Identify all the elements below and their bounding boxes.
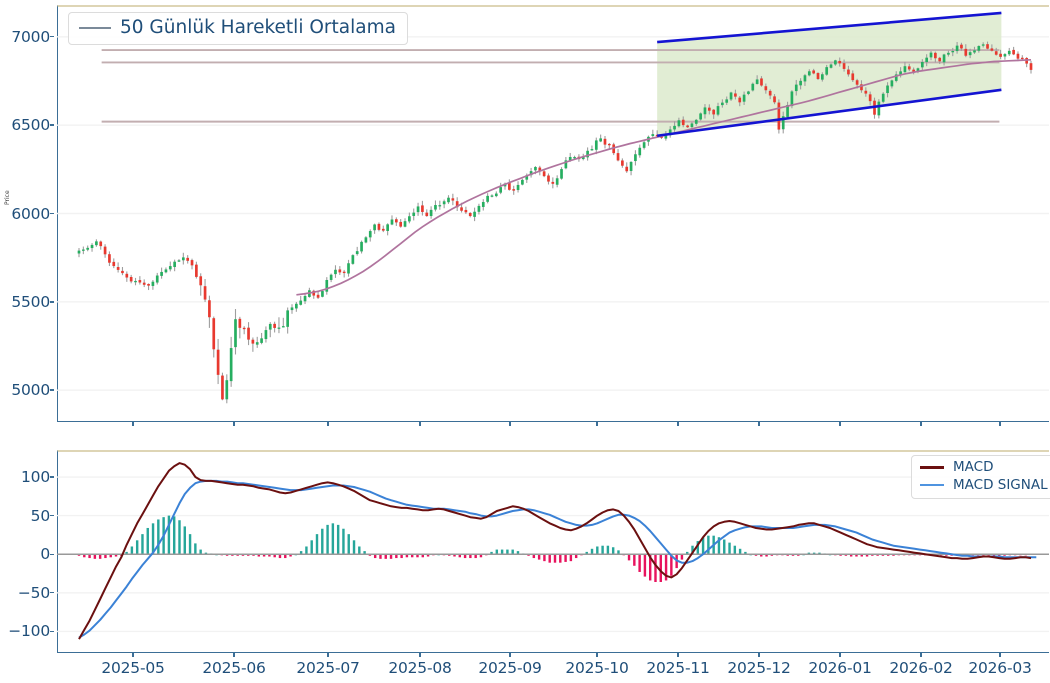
price-x-tick-mark bbox=[327, 422, 329, 426]
macd-chart-canvas bbox=[57, 462, 1049, 640]
price-y-tick-label: 5000 bbox=[11, 381, 50, 400]
x-tick-label: 2025-09 bbox=[478, 659, 542, 677]
macd-signal-line bbox=[78, 479, 1037, 639]
price-y-tick-mark bbox=[50, 124, 54, 126]
price-x-tick-mark bbox=[839, 422, 841, 426]
macd-x-tick-mark bbox=[132, 653, 134, 657]
macd-x-tick-mark bbox=[920, 653, 922, 657]
x-tick-label: 2025-07 bbox=[296, 659, 360, 677]
x-tick-label: 2025-06 bbox=[202, 659, 266, 677]
price-y-axis: 5000 5500 6000 6500 7000 bbox=[0, 5, 54, 422]
x-tick-label: 2026-03 bbox=[968, 659, 1032, 677]
x-tick-label: 2025-05 bbox=[101, 659, 165, 677]
legend-item-macd-signal: MACD SIGNAL bbox=[920, 476, 1048, 493]
price-legend: 50 Günlük Hareketli Ortalama bbox=[68, 12, 408, 46]
moving-average-line-swatch bbox=[79, 27, 111, 29]
x-tick-label: 2025-11 bbox=[646, 659, 710, 677]
x-tick-label: 2025-08 bbox=[388, 659, 452, 677]
price-x-tick-mark bbox=[920, 422, 922, 426]
macd-x-tick-mark bbox=[677, 653, 679, 657]
legend-label-macd: MACD bbox=[953, 459, 994, 475]
macd-x-tick-mark bbox=[999, 653, 1001, 657]
legend-label-macd-signal: MACD SIGNAL bbox=[953, 476, 1048, 493]
macd-y-tick-mark bbox=[50, 592, 54, 594]
macd-y-tick-label: 0 bbox=[40, 545, 50, 564]
channel-upper-trendline bbox=[657, 11, 1002, 44]
price-y-tick-label: 6000 bbox=[11, 204, 50, 223]
macd-line bbox=[78, 462, 1032, 640]
price-y-tick-label: 7000 bbox=[11, 27, 50, 46]
price-x-tick-mark bbox=[509, 422, 511, 426]
legend-item-moving-average: 50 Günlük Hareketli Ortalama bbox=[79, 17, 396, 38]
macd-line-swatch bbox=[920, 466, 944, 469]
price-axis-title: Price bbox=[4, 190, 11, 205]
macd-y-tick-label: 100 bbox=[21, 468, 50, 486]
price-x-tick-mark bbox=[758, 422, 760, 426]
price-chart-canvas bbox=[57, 11, 1049, 404]
macd-x-tick-mark bbox=[233, 653, 235, 657]
x-tick-label: 2025-10 bbox=[565, 659, 629, 677]
macd-signal-line-swatch bbox=[920, 484, 944, 487]
macd-y-tick-mark bbox=[50, 476, 54, 478]
price-x-tick-mark bbox=[596, 422, 598, 426]
x-tick-label: 2025-12 bbox=[727, 659, 791, 677]
price-x-tick-mark bbox=[419, 422, 421, 426]
macd-x-tick-mark bbox=[839, 653, 841, 657]
price-x-tick-mark bbox=[677, 422, 679, 426]
macd-y-tick-mark bbox=[50, 514, 54, 517]
price-y-tick-mark bbox=[50, 36, 54, 38]
legend-label-moving-average: 50 Günlük Hareketli Ortalama bbox=[120, 17, 396, 38]
macd-y-tick-mark bbox=[50, 630, 54, 633]
legend-item-macd: MACD bbox=[920, 460, 1048, 475]
macd-y-tick-label: −50 bbox=[17, 583, 50, 602]
price-y-tick-mark bbox=[50, 212, 54, 215]
x-tick-label: 2026-01 bbox=[808, 659, 872, 677]
price-chart-panel bbox=[57, 5, 1049, 422]
price-y-tick-label: 5500 bbox=[11, 292, 50, 311]
channel-lower-trendline bbox=[656, 88, 1002, 138]
price-y-tick-label: 6500 bbox=[11, 116, 50, 135]
ascending-channel-fill bbox=[657, 12, 1002, 136]
macd-x-tick-mark bbox=[327, 653, 329, 657]
macd-x-tick-mark bbox=[596, 653, 598, 657]
x-axis: 2025-05 2025-06 2025-07 2025-08 2025-09 2025-… bbox=[0, 659, 1050, 683]
macd-x-tick-mark bbox=[758, 653, 760, 657]
price-y-tick-mark bbox=[50, 389, 54, 391]
macd-legend: MACD MACD SIGNAL bbox=[911, 455, 1050, 499]
macd-y-tick-label: 50 bbox=[30, 506, 51, 525]
macd-x-tick-mark bbox=[419, 653, 421, 657]
macd-plot-background bbox=[57, 450, 1049, 653]
price-x-tick-mark bbox=[132, 422, 134, 426]
candlestick-series bbox=[77, 41, 1033, 404]
macd-y-tick-label: −100 bbox=[8, 622, 50, 641]
macd-y-axis: −100 −50 0 50 100 bbox=[0, 450, 54, 653]
price-x-tick-mark bbox=[233, 422, 235, 426]
price-y-tick-mark bbox=[50, 301, 54, 303]
price-x-tick-mark bbox=[999, 422, 1001, 426]
macd-y-tick-mark bbox=[50, 553, 54, 555]
x-tick-label: 2026-02 bbox=[889, 659, 953, 677]
macd-x-tick-mark bbox=[509, 653, 511, 657]
macd-chart-panel bbox=[57, 450, 1049, 653]
